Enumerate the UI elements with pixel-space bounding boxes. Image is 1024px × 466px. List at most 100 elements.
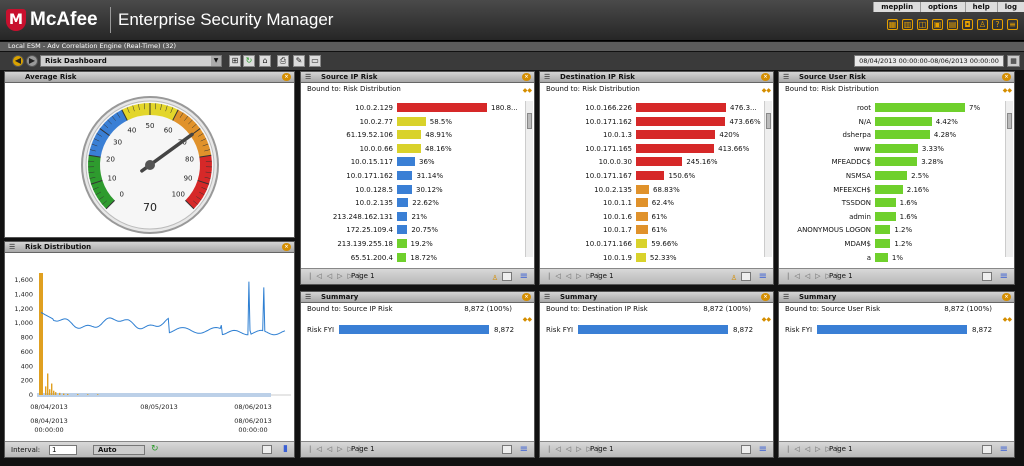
expand-icon[interactable]: ◆◆ bbox=[1002, 87, 1012, 94]
table-view-icon[interactable] bbox=[982, 445, 992, 454]
list-item[interactable]: MDAM$ 1.2% bbox=[779, 237, 1004, 251]
list-item[interactable]: www 3.33% bbox=[779, 142, 1004, 156]
user-link-user[interactable]: mepplin bbox=[873, 2, 921, 12]
scrollbar-thumb[interactable] bbox=[1007, 113, 1012, 129]
list-item[interactable]: 10.0.1.9 52.33% bbox=[540, 251, 763, 265]
list-item[interactable]: 10.0.1.6 61% bbox=[540, 210, 763, 224]
list-item[interactable]: a 1% bbox=[779, 251, 1004, 265]
list-item[interactable]: MFEADDC$ 3.28% bbox=[779, 155, 1004, 169]
list-item[interactable]: 213.248.162.131 21% bbox=[301, 210, 524, 224]
list-item[interactable]: N/A 4.42% bbox=[779, 115, 1004, 129]
list-item[interactable]: admin 1.6% bbox=[779, 210, 1004, 224]
pager-arrows-icon[interactable]: |◁◁▷▷| bbox=[309, 272, 366, 280]
scrollbar-thumb[interactable] bbox=[527, 113, 532, 129]
table-view-icon[interactable] bbox=[262, 445, 272, 454]
list-view-icon[interactable]: ≡ bbox=[758, 444, 767, 455]
pager-arrows-icon[interactable]: |◁◁▷▷| bbox=[548, 445, 605, 453]
list-item[interactable]: 10.0.166.226 476.3... bbox=[540, 101, 763, 115]
list-item[interactable]: 10.0.15.117 36% bbox=[301, 155, 524, 169]
chart-type-icon[interactable]: ☰ bbox=[544, 293, 551, 301]
chart-type-icon[interactable]: ☰ bbox=[9, 243, 16, 251]
expand-icon[interactable]: ◆◆ bbox=[522, 316, 532, 323]
close-icon[interactable]: × bbox=[282, 243, 291, 251]
expand-icon[interactable]: ◆◆ bbox=[761, 87, 771, 94]
close-icon[interactable]: × bbox=[522, 293, 531, 301]
scrollbar[interactable] bbox=[525, 101, 533, 257]
date-range-field[interactable]: 08/04/2013 00:00:00-08/06/2013 00:00:00 bbox=[854, 55, 1004, 67]
table-view-icon[interactable] bbox=[982, 272, 992, 281]
expand-icon[interactable]: ◆◆ bbox=[1002, 316, 1012, 323]
expand-icon[interactable]: ◆◆ bbox=[522, 87, 532, 94]
document-icon[interactable]: ▤ bbox=[947, 19, 958, 30]
user-link-logout[interactable]: log bbox=[996, 2, 1024, 12]
scrollbar[interactable] bbox=[764, 101, 772, 257]
chart-type-icon[interactable]: ☰ bbox=[783, 73, 790, 81]
scrollbar[interactable] bbox=[1005, 101, 1013, 257]
list-item[interactable]: 61.19.52.106 48.91% bbox=[301, 128, 524, 142]
save-icon[interactable]: ▭ bbox=[309, 55, 321, 67]
pager-arrows-icon[interactable]: |◁◁▷▷| bbox=[309, 445, 366, 453]
list-icon[interactable]: ≡ bbox=[1007, 19, 1018, 30]
user-link-options[interactable]: options bbox=[920, 2, 965, 12]
list-item[interactable]: 10.0.0.30 245.16% bbox=[540, 155, 763, 169]
list-item[interactable]: 65.51.200.4 18.72% bbox=[301, 251, 524, 265]
list-item[interactable]: 10.0.171.165 413.66% bbox=[540, 142, 763, 156]
refresh-icon[interactable]: ↻ bbox=[151, 444, 159, 454]
interval-input[interactable]: 1 bbox=[49, 445, 77, 455]
summary-row[interactable]: Risk FYI 8,872 bbox=[779, 325, 1014, 335]
list-item[interactable]: 10.0.0.66 48.16% bbox=[301, 142, 524, 156]
close-icon[interactable]: × bbox=[761, 73, 770, 81]
lock-icon[interactable]: ◘ bbox=[962, 19, 973, 30]
chart-type-icon[interactable]: ☰ bbox=[783, 293, 790, 301]
chart-type-icon[interactable]: ☰ bbox=[305, 293, 312, 301]
back-icon[interactable]: ◀ bbox=[12, 55, 24, 67]
summary-row[interactable]: Risk FYI 8,872 bbox=[540, 325, 773, 335]
list-view-icon[interactable]: ≡ bbox=[519, 444, 528, 455]
pager-arrows-icon[interactable]: |◁◁▷▷| bbox=[548, 272, 605, 280]
grid-icon[interactable]: ▦ bbox=[887, 19, 898, 30]
print-icon[interactable]: ⎙ bbox=[277, 55, 289, 67]
user-link-help[interactable]: help bbox=[964, 2, 997, 12]
list-item[interactable]: 10.0.171.162 31.14% bbox=[301, 169, 524, 183]
close-icon[interactable]: × bbox=[1002, 293, 1011, 301]
close-icon[interactable]: × bbox=[761, 293, 770, 301]
users-icon[interactable]: ♙ bbox=[977, 19, 988, 30]
list-item[interactable]: 10.0.2.77 58.5% bbox=[301, 115, 524, 129]
table-view-icon[interactable] bbox=[741, 272, 751, 281]
list-item[interactable]: TSSDON 1.6% bbox=[779, 196, 1004, 210]
list-view-icon[interactable]: ≡ bbox=[758, 271, 767, 282]
list-item[interactable]: 10.0.1.1 62.4% bbox=[540, 196, 763, 210]
table-view-icon[interactable] bbox=[502, 272, 512, 281]
expand-icon[interactable]: ◆◆ bbox=[761, 316, 771, 323]
calendar-icon[interactable]: ▦ bbox=[1007, 55, 1020, 67]
table-view-icon[interactable] bbox=[502, 445, 512, 454]
list-item[interactable]: 10.0.171.162 473.66% bbox=[540, 115, 763, 129]
user-icon[interactable]: ♙ bbox=[491, 274, 498, 282]
list-item[interactable]: 10.0.2.129 180.8... bbox=[301, 101, 524, 115]
summary-row[interactable]: Risk FYI 8,872 bbox=[301, 325, 534, 335]
network-icon[interactable]: ◫ bbox=[917, 19, 928, 30]
pager-arrows-icon[interactable]: |◁◁▷▷| bbox=[787, 272, 844, 280]
list-item[interactable]: 10.0.171.167 150.6% bbox=[540, 169, 763, 183]
list-item[interactable]: MFEEXCH$ 2.16% bbox=[779, 183, 1004, 197]
device-icon[interactable]: ▣ bbox=[932, 19, 943, 30]
close-icon[interactable]: × bbox=[1002, 73, 1011, 81]
refresh-icon[interactable]: ↻ bbox=[243, 55, 255, 67]
close-icon[interactable]: × bbox=[522, 73, 531, 81]
close-icon[interactable]: × bbox=[282, 73, 291, 81]
list-item[interactable]: 10.0.1.7 61% bbox=[540, 223, 763, 237]
table-icon[interactable]: ▥ bbox=[902, 19, 913, 30]
help-icon[interactable]: ? bbox=[992, 19, 1003, 30]
list-view-icon[interactable]: ≡ bbox=[999, 271, 1008, 282]
pager-arrows-icon[interactable]: |◁◁▷▷| bbox=[787, 445, 844, 453]
list-item[interactable]: 10.0.171.166 59.66% bbox=[540, 237, 763, 251]
dashboard-select[interactable]: Risk Dashboard ▼ bbox=[40, 55, 222, 67]
layout-icon[interactable]: ⊞ bbox=[229, 55, 241, 67]
user-icon[interactable]: ♙ bbox=[730, 274, 737, 282]
bar-chart-icon[interactable]: ▮ bbox=[283, 444, 288, 454]
table-view-icon[interactable] bbox=[741, 445, 751, 454]
list-item[interactable]: NSMSA 2.5% bbox=[779, 169, 1004, 183]
list-item[interactable]: 172.25.109.4 20.75% bbox=[301, 223, 524, 237]
list-item[interactable]: 10.0.128.5 30.12% bbox=[301, 183, 524, 197]
list-item[interactable]: root 7% bbox=[779, 101, 1004, 115]
